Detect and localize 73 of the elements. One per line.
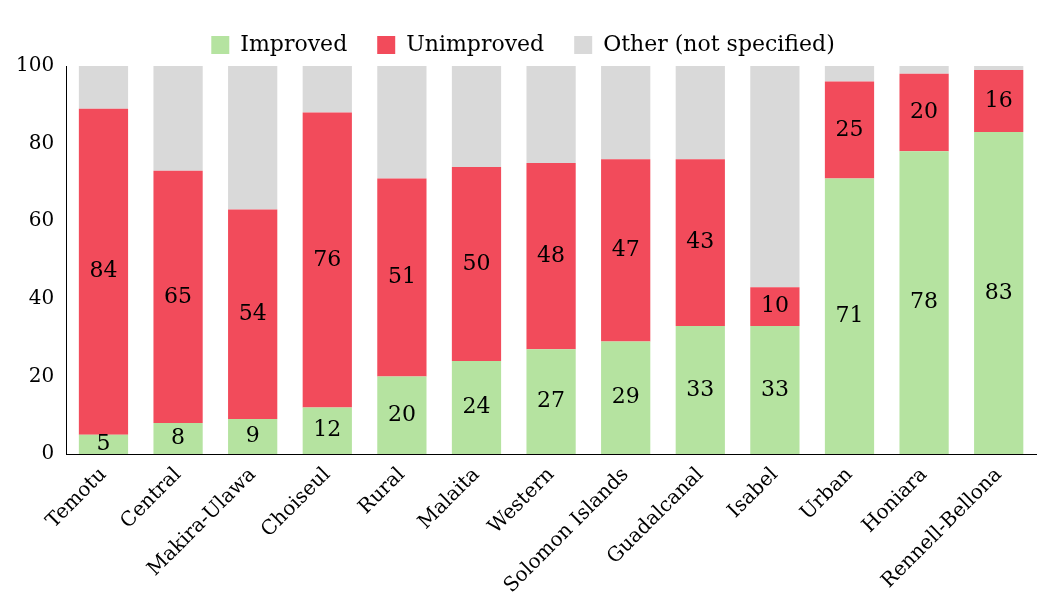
bar — [377, 66, 427, 179]
bar — [377, 178, 427, 377]
data-label: 83 — [984, 278, 1013, 304]
data-label: 16 — [984, 86, 1013, 112]
bar — [228, 419, 278, 455]
bar — [153, 66, 203, 171]
bar — [750, 66, 800, 288]
data-label: 12 — [313, 416, 342, 442]
data-label: 24 — [462, 393, 491, 419]
data-label: 78 — [910, 288, 939, 314]
bar — [601, 159, 651, 342]
data-label: 54 — [238, 300, 267, 326]
bar — [526, 66, 576, 164]
bar — [750, 287, 800, 326]
data-label: 25 — [835, 115, 864, 141]
bar — [451, 166, 502, 361]
data-label: 8 — [171, 424, 186, 450]
bar — [974, 66, 1024, 70]
data-label: 47 — [611, 236, 640, 262]
bar — [228, 209, 278, 420]
bar — [153, 423, 203, 455]
data-label: 29 — [611, 383, 640, 409]
data-label: 65 — [164, 282, 193, 308]
bar — [302, 112, 352, 408]
bar — [302, 66, 352, 113]
bar — [824, 178, 875, 455]
bar — [601, 341, 651, 455]
bar — [899, 151, 949, 455]
bar — [526, 163, 576, 350]
data-label: 9 — [245, 422, 260, 448]
data-label: 50 — [462, 249, 491, 275]
bar — [526, 349, 576, 455]
data-label: 84 — [89, 257, 118, 283]
bar — [601, 66, 651, 160]
bar — [675, 66, 725, 160]
bar — [78, 108, 129, 435]
bar — [153, 170, 203, 423]
bar — [675, 159, 725, 326]
bar — [974, 131, 1024, 455]
data-label: 33 — [686, 375, 715, 401]
legend-label: Unimproved — [406, 30, 545, 56]
data-label: 10 — [760, 292, 789, 318]
y-tick-label: 0 — [41, 440, 55, 465]
bar — [675, 325, 725, 455]
bar — [974, 69, 1024, 132]
y-tick-label: 60 — [28, 207, 55, 232]
bar — [451, 360, 502, 455]
bar — [824, 81, 875, 179]
bar — [377, 376, 427, 455]
data-label: 48 — [537, 241, 566, 267]
y-tick-label: 20 — [28, 362, 55, 387]
data-label: 51 — [387, 263, 416, 289]
y-tick-label: 80 — [28, 129, 55, 154]
bar — [824, 66, 875, 82]
y-tick-label: 100 — [15, 52, 55, 77]
data-label: 27 — [537, 387, 566, 413]
legend-label: Improved — [240, 30, 348, 56]
data-label: 20 — [910, 98, 939, 124]
data-label: 71 — [835, 302, 864, 328]
bar — [750, 325, 800, 455]
bar — [302, 407, 352, 455]
data-label: 76 — [313, 245, 342, 271]
bar — [451, 66, 502, 167]
y-tick-label: 40 — [28, 285, 55, 310]
bar — [899, 66, 949, 74]
bar — [78, 66, 129, 109]
bar — [228, 66, 278, 210]
bar — [899, 73, 949, 152]
data-label: 20 — [387, 400, 416, 426]
data-label: 43 — [686, 228, 715, 254]
data-label: 5 — [96, 430, 111, 456]
data-label: 33 — [760, 375, 789, 401]
legend-label: Other (not specified) — [603, 30, 835, 56]
